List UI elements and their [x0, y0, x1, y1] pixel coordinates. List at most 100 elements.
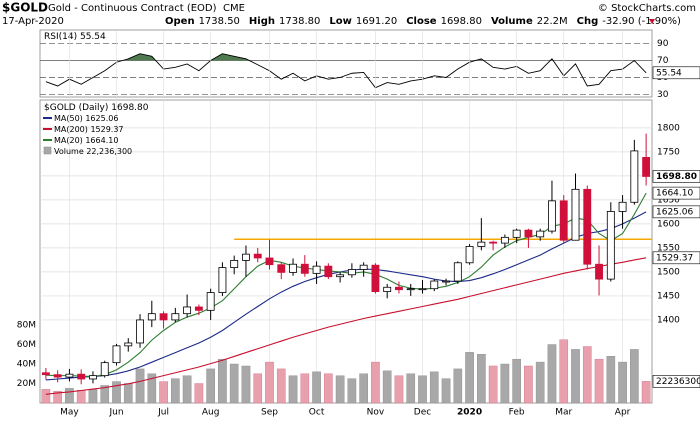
- candle-body: [465, 246, 474, 264]
- volume-bar: [88, 389, 98, 404]
- volume-bar: [276, 368, 286, 404]
- volume-bar: [53, 391, 62, 404]
- instrument-name: Gold - Continuous Contract (EOD): [48, 3, 217, 14]
- y-tick-label: 90: [657, 39, 669, 49]
- legend-name: Volume: [54, 147, 84, 156]
- close-tag-bg: [652, 170, 700, 183]
- line-tag: 1529.37: [656, 253, 693, 263]
- rsi-value: 55.54: [80, 32, 106, 42]
- volume-bar: [312, 371, 321, 404]
- volume-bar: [582, 346, 592, 404]
- volume-bar: [335, 375, 345, 404]
- volume-bar: [253, 373, 263, 404]
- legend-swatch: [43, 146, 52, 155]
- legend-entry: Volume 22,236,300: [54, 147, 132, 156]
- ma-line: [45, 211, 647, 381]
- volume-bar: [206, 368, 215, 404]
- volume-bar: [500, 363, 510, 404]
- candle-body: [642, 156, 651, 177]
- line-tag: 1664.10: [656, 189, 693, 199]
- volume-bar: [347, 378, 357, 404]
- line-tag-bg: [652, 205, 700, 219]
- candle-body: [242, 253, 250, 261]
- volume-bar: [288, 375, 298, 404]
- candle-body: [41, 372, 50, 376]
- legend-value: 22,236,300: [86, 147, 132, 156]
- x-tick-label: Aug: [202, 408, 220, 418]
- volume-tag-bg: [652, 375, 700, 388]
- candle-body: [536, 230, 545, 238]
- line-tag-bg: [652, 186, 700, 200]
- volume-bar: [406, 373, 416, 404]
- candle-body: [136, 319, 144, 344]
- volume-bar: [453, 368, 463, 404]
- down-arrow: [649, 19, 655, 24]
- volume-bar: [159, 381, 168, 404]
- candle-body: [230, 259, 239, 268]
- candle-body: [477, 241, 486, 247]
- y-tick-label: 1750: [657, 147, 680, 157]
- close-tag: 1698.80: [656, 172, 697, 182]
- candle-body: [500, 236, 509, 244]
- volume-bar: [123, 383, 133, 404]
- candle-body: [489, 241, 498, 244]
- candle-body: [618, 201, 627, 212]
- volume-bar: [182, 375, 192, 404]
- x-tick-label: Oct: [309, 408, 325, 418]
- candle-body: [324, 265, 333, 278]
- candle-body: [265, 257, 274, 266]
- x-tick-label: Jun: [108, 408, 123, 418]
- candle-body: [53, 374, 62, 378]
- candle-body: [383, 286, 392, 292]
- candle-body: [430, 280, 439, 290]
- volume-bar: [547, 344, 557, 404]
- volume-bar: [135, 368, 145, 404]
- volume-bar: [429, 371, 439, 404]
- volume-bar: [535, 361, 545, 404]
- y-tick-label: 1650: [657, 195, 680, 205]
- candle-body: [300, 263, 309, 274]
- volume-bar: [512, 358, 521, 404]
- candle-body: [442, 280, 450, 283]
- candle-body: [512, 229, 521, 238]
- quote-label: Close: [406, 16, 437, 27]
- candle-body: [630, 150, 639, 203]
- y-tick-label: 1800: [657, 123, 680, 133]
- x-tick-label: Nov: [367, 408, 385, 418]
- quote-label: Chg: [577, 16, 599, 27]
- candle-body: [124, 342, 133, 347]
- volume-bar: [147, 373, 157, 404]
- candle-body: [89, 375, 97, 380]
- volume-bar: [76, 390, 86, 404]
- volume-bar: [441, 378, 451, 404]
- quote-value: -32.90 (-1.90%): [602, 16, 681, 27]
- candle-body: [206, 292, 215, 311]
- legend-value: 1625.06: [85, 114, 118, 123]
- legend-value: 1529.37: [90, 125, 123, 134]
- candle-body: [65, 373, 74, 378]
- volume-tick-label: 40M: [17, 360, 36, 370]
- volume-bar: [382, 370, 392, 404]
- quote-label: Low: [329, 16, 351, 27]
- volume-bar: [618, 361, 627, 404]
- candle-body: [347, 269, 356, 276]
- candle-body: [194, 306, 203, 311]
- volume-bar: [241, 365, 251, 404]
- candle-body: [453, 262, 462, 282]
- y-tick-label: 1400: [657, 315, 680, 325]
- legend-value: 1664.10: [85, 136, 118, 145]
- quote-value: 1738.80: [279, 16, 320, 27]
- volume-bar: [465, 352, 474, 404]
- volume-bar: [371, 361, 380, 404]
- candle-body: [289, 263, 297, 273]
- rsi-tag-bg: [652, 66, 700, 80]
- volume-bar: [488, 365, 498, 404]
- volume-bar: [112, 381, 121, 404]
- quote-value: 1738.50: [199, 16, 240, 27]
- symbol: $GOLD: [2, 1, 48, 15]
- candle-body: [100, 362, 109, 377]
- volume-bar: [559, 339, 569, 404]
- x-tick-label: Dec: [414, 408, 431, 418]
- candle-body: [548, 200, 556, 232]
- candle-body: [418, 288, 427, 291]
